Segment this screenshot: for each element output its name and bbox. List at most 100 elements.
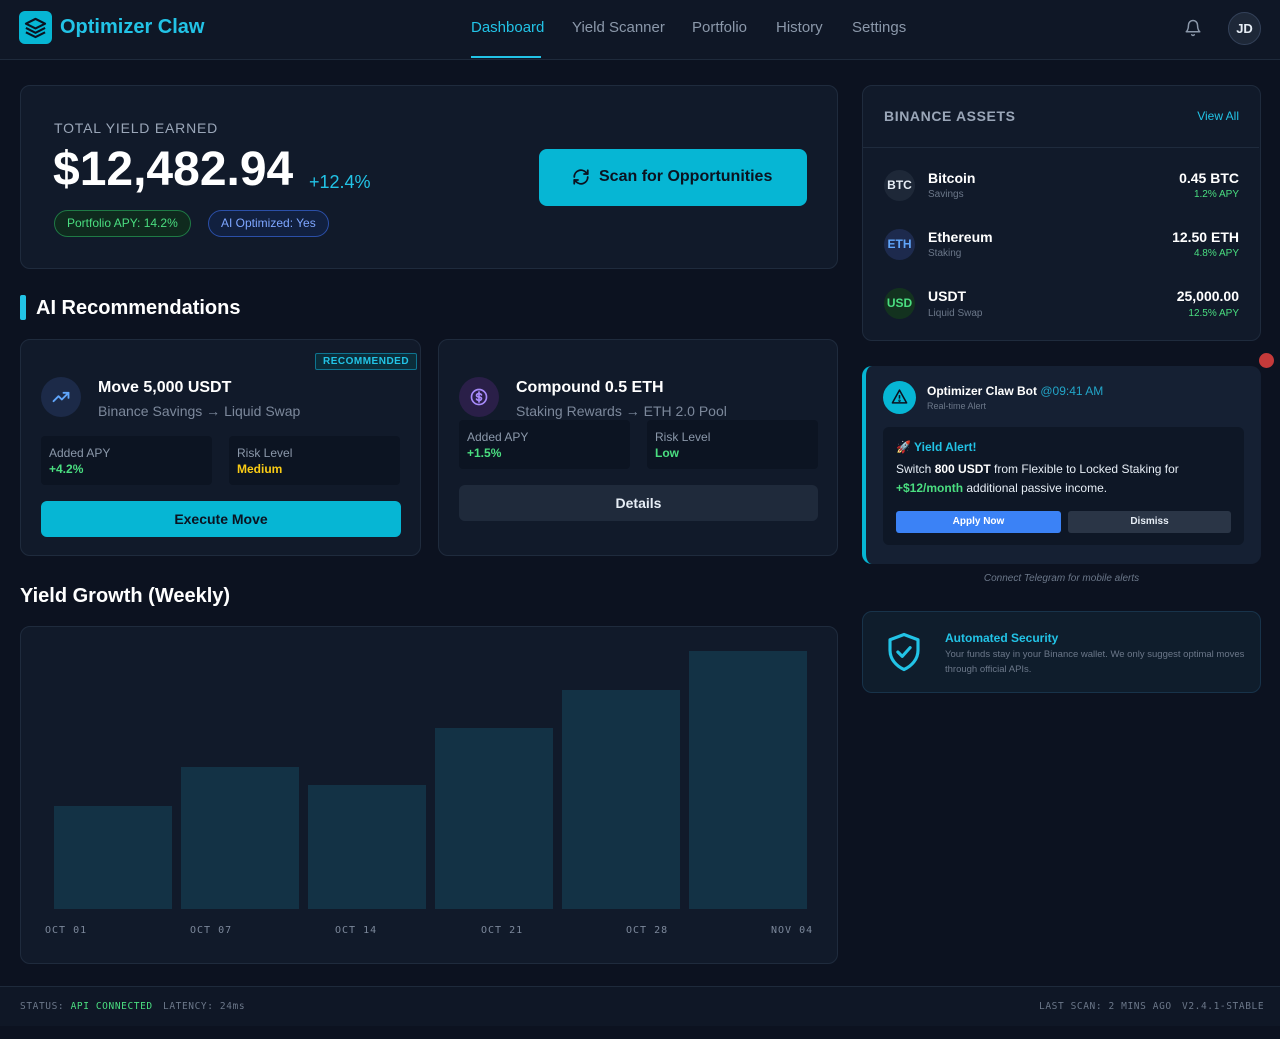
divider (863, 147, 1259, 148)
warning-triangle-icon (883, 381, 916, 414)
scan-button-label: Scan for Opportunities (599, 168, 773, 185)
scan-opportunities-button[interactable]: Scan for Opportunities (539, 149, 807, 206)
recommendation-title: Compound 0.5 ETH (516, 379, 664, 396)
active-nav-indicator (471, 56, 541, 58)
alert-title: 🚀 Yield Alert! (896, 440, 977, 454)
recommendation-title: Move 5,000 USDT (98, 379, 232, 396)
portfolio-apy-badge: Portfolio APY: 14.2% (54, 210, 191, 237)
view-all-link[interactable]: View All (1197, 109, 1239, 123)
yield-growth-chart: OCT 01 OCT 07 OCT 14 OCT 21 OCT 28 NOV 04 (20, 626, 838, 964)
bot-name: Optimizer Claw Bot (927, 384, 1038, 398)
eth-coin-icon: ETH (884, 229, 915, 260)
btc-coin-icon: BTC (884, 170, 915, 201)
bot-alert-panel: Optimizer Claw Bot @09:41 AM Real-time A… (862, 366, 1261, 564)
execute-move-button[interactable]: Execute Move (41, 501, 401, 537)
bot-timestamp: @09:41 AM (1040, 384, 1104, 398)
security-card: Automated Security Your funds stay in yo… (862, 611, 1261, 693)
asset-apy: 1.2% APY (1193, 189, 1239, 200)
chart-bar[interactable] (181, 767, 299, 909)
nav-settings[interactable]: Settings (852, 19, 907, 36)
total-yield-label: TOTAL YIELD EARNED (54, 120, 219, 136)
notification-dot (1259, 353, 1274, 368)
bot-subtitle: Real-time Alert (927, 401, 987, 411)
recommendation-subtitle: Binance Savings → Liquid Swap (98, 403, 301, 419)
latency-readout: LATENCY: 24ms (163, 1001, 246, 1012)
trending-up-icon (41, 377, 81, 417)
added-apy-box: Added APY +1.5% (459, 420, 630, 469)
risk-level-value: Low (655, 446, 679, 460)
security-description: Your funds stay in your Binance wallet. … (945, 649, 1245, 675)
added-apy-box: Added APY +4.2% (41, 436, 212, 485)
x-axis-tick-label: NOV 04 (771, 925, 814, 936)
risk-level-value: Medium (237, 462, 283, 476)
status-indicator: STATUS: API CONNECTED (20, 1001, 153, 1012)
x-axis-tick-label: OCT 28 (626, 925, 669, 936)
added-apy-label: Added APY (467, 430, 529, 444)
last-scan-readout: LAST SCAN: 2 MINS AGO (1039, 1001, 1172, 1012)
added-apy-value: +4.2% (49, 462, 84, 476)
chart-bar[interactable] (308, 785, 426, 909)
recommendations-heading: AI Recommendations (36, 297, 241, 319)
chart-bar[interactable] (54, 806, 172, 909)
added-apy-label: Added APY (49, 446, 111, 460)
asset-apy: 4.8% APY (1193, 248, 1239, 259)
asset-type: Staking (928, 248, 962, 259)
risk-level-box: Risk Level Medium (229, 436, 400, 485)
asset-amount: 25,000.00 (1176, 288, 1239, 304)
dismiss-button[interactable]: Dismiss (1068, 511, 1231, 533)
nav-yield-scanner[interactable]: Yield Scanner (572, 19, 665, 36)
chart-bar[interactable] (562, 690, 680, 909)
asset-amount: 12.50 ETH (1172, 229, 1239, 245)
asset-type: Liquid Swap (928, 308, 983, 319)
recommendation-subtitle: Staking Rewards → ETH 2.0 Pool (516, 403, 727, 419)
section-accent-bar (20, 295, 26, 320)
asset-type: Savings (928, 189, 964, 200)
user-avatar[interactable]: JD (1228, 12, 1261, 45)
nav-portfolio[interactable]: Portfolio (692, 19, 748, 36)
x-axis-tick-label: OCT 21 (481, 925, 524, 936)
layers-logo-icon[interactable] (19, 11, 52, 44)
asset-name: Ethereum (928, 229, 993, 245)
asset-amount: 0.45 BTC (1179, 170, 1239, 186)
version-label: V2.4.1-STABLE (1182, 1001, 1265, 1012)
brand-name[interactable]: Optimizer Claw (60, 16, 205, 38)
recommendation-card-eth: Compound 0.5 ETH Staking Rewards → ETH 2… (438, 339, 838, 556)
recommendation-card-usdt: RECOMMENDED Move 5,000 USDT Binance Savi… (20, 339, 421, 556)
x-axis-tick-label: OCT 07 (190, 925, 233, 936)
added-apy-value: +1.5% (467, 446, 502, 460)
nav-dashboard[interactable]: Dashboard (471, 19, 545, 36)
chart-heading: Yield Growth (Weekly) (20, 585, 231, 607)
nav-history[interactable]: History (776, 19, 823, 36)
shield-check-icon (888, 632, 920, 672)
status-footer: STATUS: API CONNECTED LATENCY: 24ms LAST… (0, 986, 1280, 1026)
chart-bar[interactable] (435, 728, 553, 909)
bot-name-line: Optimizer Claw Bot @09:41 AM (927, 384, 1103, 398)
telegram-connect-link[interactable]: Connect Telegram for mobile alerts (983, 573, 1140, 584)
x-axis-tick-label: OCT 14 (335, 925, 378, 936)
asset-name: Bitcoin (928, 170, 976, 186)
usdt-coin-icon: USD (884, 288, 915, 319)
dollar-coin-icon (459, 377, 499, 417)
top-header: Optimizer Claw Dashboard Yield Scanner P… (0, 0, 1280, 60)
asset-apy: 12.5% APY (1188, 308, 1239, 319)
binance-assets-card: BINANCE ASSETS View All BTC Bitcoin Savi… (862, 85, 1261, 341)
risk-level-box: Risk Level Low (647, 420, 818, 469)
total-yield-value: $12,482.94 (53, 143, 294, 196)
security-title: Automated Security (945, 631, 1059, 645)
ai-optimized-badge: AI Optimized: Yes (208, 210, 329, 237)
total-yield-card: TOTAL YIELD EARNED $12,482.94 +12.4% Por… (20, 85, 838, 269)
alert-body: Switch 800 USDT from Flexible to Locked … (896, 462, 1179, 495)
chart-bar[interactable] (689, 651, 807, 909)
details-button[interactable]: Details (459, 485, 818, 521)
refresh-icon (573, 169, 589, 185)
x-axis-tick-label: OCT 01 (45, 925, 88, 936)
risk-level-label: Risk Level (237, 446, 293, 460)
assets-title: BINANCE ASSETS (884, 108, 1016, 124)
recommended-badge: RECOMMENDED (315, 353, 418, 370)
yield-alert-message: 🚀 Yield Alert! Switch 800 USDT from Flex… (883, 427, 1244, 545)
total-yield-change: +12.4% (309, 172, 371, 192)
apply-now-button[interactable]: Apply Now (896, 511, 1061, 533)
asset-name: USDT (928, 288, 967, 304)
bell-icon[interactable] (1184, 18, 1202, 43)
risk-level-label: Risk Level (655, 430, 711, 444)
